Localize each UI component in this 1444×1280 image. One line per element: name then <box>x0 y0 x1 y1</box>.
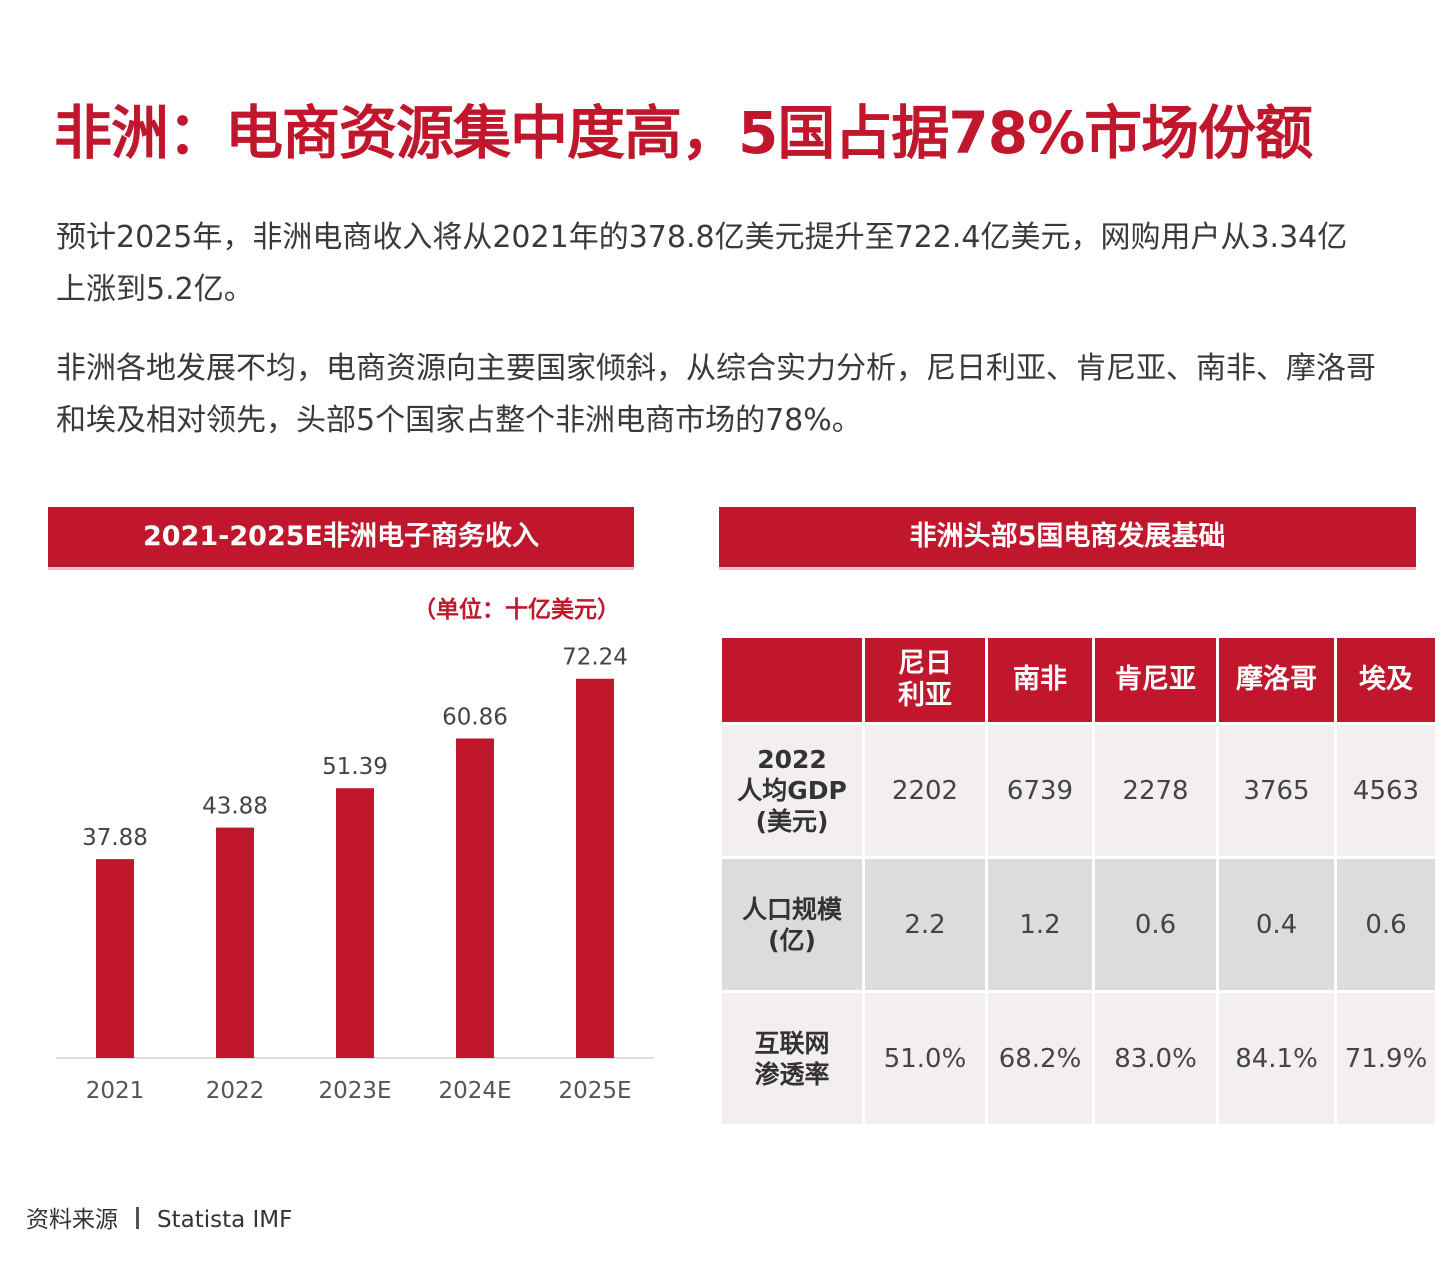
bar-value-label: 60.86 <box>442 704 508 730</box>
x-tick-label: 2024E <box>438 1078 511 1104</box>
source-divider <box>136 1207 139 1229</box>
table-row: 互联网 渗透率 51.0% 68.2% 83.0% 84.1% 71.9% <box>719 990 1438 1127</box>
column-header: 南非 <box>985 635 1095 725</box>
analysis-paragraph: 非洲各地发展不均，电商资源向主要国家倾斜，从综合实力分析，尼日利亚、肯尼亚、南非… <box>56 351 1376 438</box>
table-cell: 68.2% <box>985 990 1095 1127</box>
table-row: 人口规模 (亿) 2.2 1.2 0.6 0.4 0.6 <box>719 856 1438 993</box>
table-cell: 1.2 <box>985 856 1095 993</box>
source-label: 资料来源 <box>26 1207 118 1233</box>
row-header: 互联网 渗透率 <box>719 990 865 1127</box>
table-row: 2022 人均GDP (美元) 2202 6739 2278 3765 4563 <box>719 722 1438 859</box>
table-cell: 2278 <box>1092 722 1219 859</box>
top5-table-title: 非洲头部5国电商发展基础 <box>719 507 1416 570</box>
bar-value-label: 51.39 <box>322 754 388 780</box>
bar-value-label: 72.24 <box>562 645 628 671</box>
table-cell: 2202 <box>862 722 988 859</box>
table-cell: 3765 <box>1216 722 1337 859</box>
row-header: 人口规模 (亿) <box>719 856 865 993</box>
bar-2024E <box>456 738 494 1058</box>
bar-value-label: 43.88 <box>202 794 268 820</box>
column-header: 摩洛哥 <box>1216 635 1337 725</box>
column-header: 肯尼亚 <box>1092 635 1219 725</box>
bar-2021 <box>96 859 134 1058</box>
table-cell: 83.0% <box>1092 990 1219 1127</box>
bar-2023E <box>336 788 374 1058</box>
x-tick-label: 2025E <box>558 1078 631 1104</box>
intro-paragraph: 预计2025年，非洲电商收入将从2021年的378.8亿美元提升至722.4亿美… <box>56 220 1348 307</box>
top5-fundamentals-table: 尼日 利亚 南非 肯尼亚 摩洛哥 埃及 2022 人均GDP (美元) 2202 6739 2278… <box>719 635 1438 1127</box>
table-cell: 51.0% <box>862 990 988 1127</box>
x-tick-label: 2021 <box>86 1078 145 1104</box>
table-header-row: 尼日 利亚 南非 肯尼亚 摩洛哥 埃及 <box>719 635 1438 725</box>
x-tick-label: 2023E <box>318 1078 391 1104</box>
source-text: Statista IMF <box>157 1207 293 1233</box>
table-corner-cell <box>719 635 865 725</box>
table-cell: 0.4 <box>1216 856 1337 993</box>
revenue-bar-chart: 37.88 2021 43.88 2022 51.39 2023E 60.86 2024E 72… <box>56 645 654 1104</box>
x-tick-label: 2022 <box>206 1078 265 1104</box>
row-header: 2022 人均GDP (美元) <box>719 722 865 859</box>
table-cell: 2.2 <box>862 856 988 993</box>
table-cell: 84.1% <box>1216 990 1337 1127</box>
revenue-chart-title: 2021-2025E非洲电子商务收入 <box>48 507 634 570</box>
column-header: 尼日 利亚 <box>862 635 988 725</box>
bar-value-label: 37.88 <box>82 825 148 851</box>
table-cell: 4563 <box>1334 722 1438 859</box>
chart-unit-label: （单位：十亿美元） <box>413 597 620 623</box>
column-header: 埃及 <box>1334 635 1438 725</box>
table-cell: 0.6 <box>1092 856 1219 993</box>
table-cell: 0.6 <box>1334 856 1438 993</box>
page-title: 非洲：电商资源集中度高，5国占据78%市场份额 <box>54 99 1313 167</box>
bar-2022 <box>216 827 254 1058</box>
table-cell: 71.9% <box>1334 990 1438 1127</box>
source-note: 资料来源 Statista IMF <box>26 1200 292 1234</box>
table-cell: 6739 <box>985 722 1095 859</box>
bar-2025E <box>576 678 614 1058</box>
